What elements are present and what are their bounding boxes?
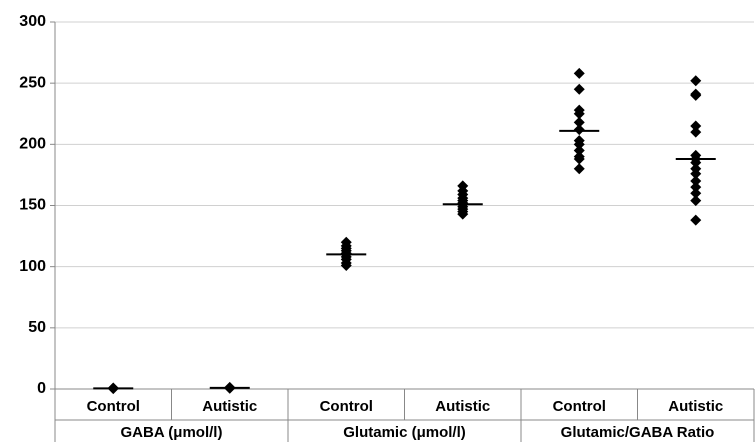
data-point xyxy=(690,181,702,193)
data-point xyxy=(573,116,585,128)
data-point xyxy=(573,83,585,95)
y-tick-label: 200 xyxy=(19,136,46,153)
data-point xyxy=(573,163,585,175)
data-point xyxy=(690,214,702,226)
group-label: Glutamic/GABA Ratio xyxy=(561,424,715,441)
data-point xyxy=(690,120,702,132)
x-tick-label: Control xyxy=(553,398,606,415)
x-tick-label: Control xyxy=(87,398,140,415)
data-point xyxy=(573,124,585,136)
group-label: GABA (μmol/l) xyxy=(121,424,223,441)
data-point xyxy=(573,138,585,150)
data-point xyxy=(457,180,469,192)
data-point xyxy=(573,67,585,79)
y-tick-label: 100 xyxy=(19,258,46,275)
x-tick-label: Autistic xyxy=(668,398,723,415)
data-point xyxy=(690,175,702,187)
x-tick-label: Autistic xyxy=(435,398,490,415)
data-point xyxy=(573,108,585,120)
group-label: Glutamic (μmol/l) xyxy=(343,424,466,441)
data-point xyxy=(340,236,352,248)
data-point xyxy=(690,126,702,138)
data-point xyxy=(690,89,702,101)
data-point xyxy=(690,168,702,180)
data-point xyxy=(573,144,585,156)
data-point xyxy=(573,153,585,165)
y-tick-label: 0 xyxy=(37,380,46,397)
x-tick-label: Autistic xyxy=(202,398,257,415)
data-point xyxy=(690,187,702,199)
data-point xyxy=(690,75,702,87)
data-point xyxy=(690,195,702,207)
y-tick-label: 250 xyxy=(19,74,46,91)
y-tick-label: 50 xyxy=(28,319,46,336)
y-tick-label: 300 xyxy=(19,13,46,30)
x-tick-label: Control xyxy=(320,398,373,415)
y-tick-label: 150 xyxy=(19,197,46,214)
